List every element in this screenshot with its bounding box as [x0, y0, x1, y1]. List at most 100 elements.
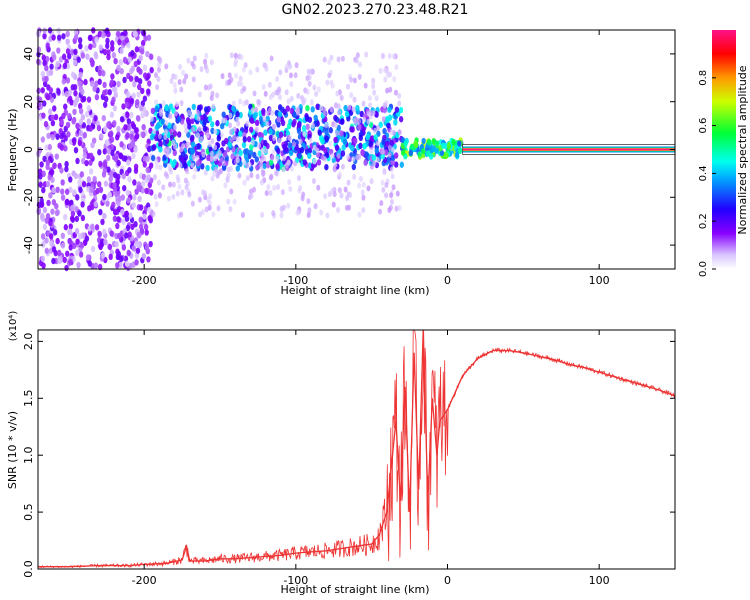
spectrogram-cell — [59, 167, 64, 174]
spectrogram-cell — [123, 124, 128, 131]
spectrogram-cell — [54, 209, 60, 217]
spectrogram-cell — [151, 144, 156, 151]
spectrogram-cell — [302, 159, 308, 166]
spectrogram-cell — [130, 121, 135, 128]
spectrogram-cell — [115, 253, 121, 261]
spectrogram-cell — [286, 159, 291, 166]
spectrogram-cell — [383, 76, 388, 83]
spectrogram-cell — [102, 212, 107, 220]
spectrogram-cell — [413, 140, 418, 147]
spectrogram-cell — [202, 119, 207, 126]
spectrogram-cell — [305, 88, 310, 95]
spectrogram-cell — [140, 112, 145, 119]
spectrogram-cell — [42, 27, 47, 34]
spectrogram-cell — [327, 59, 332, 66]
spectrogram-cell — [46, 132, 51, 140]
spectrogram-cell — [90, 245, 96, 253]
x-tick-label: -100 — [283, 574, 308, 587]
spectrogram-cell — [115, 178, 120, 186]
spectrogram-cell — [146, 256, 151, 263]
spectrogram-cell — [221, 111, 226, 118]
spectrogram-cell — [287, 142, 293, 149]
spectrogram-cell — [337, 109, 342, 116]
spectrogram-cell — [134, 46, 140, 53]
spectrogram-cell — [69, 48, 75, 56]
spectrogram-cell — [297, 121, 302, 128]
spectrogram-cell — [164, 119, 169, 126]
spectrogram-cell — [119, 255, 124, 262]
spectrogram-cell — [242, 136, 247, 143]
spectrogram-cell — [238, 98, 243, 105]
spectrogram-cell — [220, 73, 225, 80]
spectrogram-cell — [328, 140, 333, 147]
spectrogram-cell — [142, 95, 148, 102]
spectrogram-cell — [140, 187, 145, 194]
spectrogram-cell — [400, 149, 406, 156]
spectrogram-cell — [249, 172, 254, 179]
spectrogram-cell — [204, 206, 209, 213]
spectrogram-cell — [48, 233, 54, 240]
spectrogram-cell — [360, 189, 365, 196]
spectrogram-cell — [70, 210, 76, 217]
spectrogram-cell — [337, 171, 342, 178]
spectrogram-cell — [384, 140, 390, 148]
spectrogram-cell — [389, 139, 394, 147]
spectrogram-cell — [259, 132, 264, 139]
spectrogram-cell — [68, 223, 73, 230]
spectrogram-cell — [209, 155, 214, 162]
spectrogram-cell — [242, 179, 247, 186]
spectrogram-cell — [136, 91, 141, 98]
spectrogram-cell — [330, 152, 335, 159]
spectrogram-cell — [143, 35, 148, 42]
spectrogram-cell — [366, 185, 371, 192]
spectrogram-cell — [102, 48, 108, 56]
spectrogram-cell — [362, 143, 367, 150]
spectrogram-cell — [369, 178, 374, 185]
spectrogram-cell — [48, 87, 54, 94]
spectrogram-cell — [140, 39, 146, 47]
spectrogram-cell — [134, 133, 140, 140]
spectrogram-cell — [373, 127, 378, 134]
spectrogram-cell — [344, 204, 349, 211]
spectrogram-cell — [102, 193, 107, 201]
spectrogram-cell — [149, 115, 154, 122]
spectrogram-cell — [397, 100, 402, 107]
spectrogram-cell — [217, 150, 222, 157]
spectrogram-cell — [191, 154, 196, 161]
spectrogram-cell — [55, 237, 60, 245]
spectrogram-cell — [160, 118, 166, 125]
spectrogram-cell — [85, 53, 90, 60]
spectrogram-cell — [186, 160, 192, 167]
spectrogram-cell — [293, 160, 298, 167]
spectrogram-cell — [52, 54, 57, 61]
spectrogram-cell — [361, 181, 366, 188]
spectrogram-cell — [81, 180, 87, 188]
spectrogram-cell — [374, 95, 379, 102]
spectrogram-cell — [349, 92, 354, 99]
spectrogram-cell — [79, 242, 85, 249]
colorbar-gradient — [712, 30, 736, 269]
spectrogram-cell — [287, 178, 292, 185]
spectrogram-cell — [389, 198, 394, 205]
spectrogram-cell — [332, 166, 337, 173]
spectrogram-cell — [369, 147, 374, 154]
spectrogram-cell — [149, 66, 154, 74]
spectrogram-cell — [153, 72, 158, 79]
spectrogram-cell — [87, 34, 93, 42]
spectrogram-cell — [102, 148, 108, 155]
spectrogram-cell — [132, 80, 137, 88]
spectrogram-cell — [60, 194, 66, 201]
spectrogram-cell — [382, 102, 387, 109]
spectrogram-cell — [243, 148, 248, 155]
spectrogram-cell — [113, 57, 118, 65]
colorbar: 0.0 0.2 0.4 0.6 0.8 Normalized spectral ampl… — [698, 30, 749, 277]
spectrogram-cell — [324, 135, 330, 142]
spectrogram-cell — [337, 187, 342, 194]
spectrogram-cell — [68, 186, 73, 193]
spectrogram-cell — [101, 32, 106, 39]
spectrogram-cell — [354, 57, 359, 64]
spectrogram-cell — [205, 164, 210, 172]
spectrogram-cell — [190, 162, 195, 169]
spectrogram-cell — [169, 78, 174, 85]
spectrogram-cell — [56, 47, 61, 54]
